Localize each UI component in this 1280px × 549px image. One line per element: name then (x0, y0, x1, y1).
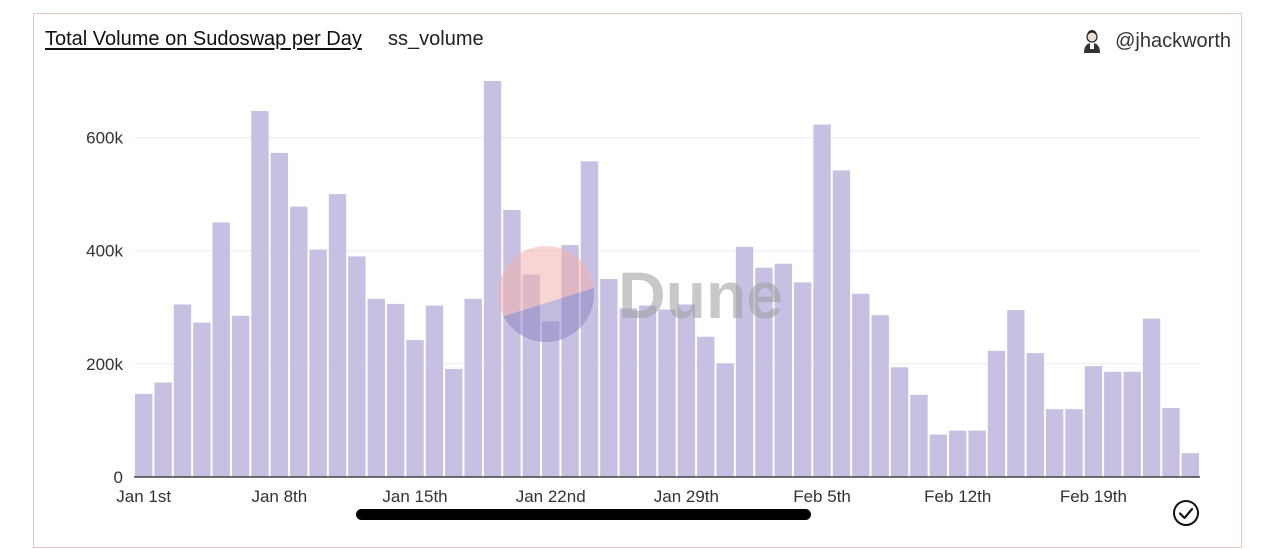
bar[interactable] (173, 304, 192, 477)
chart-title-link[interactable]: Total Volume on Sudoswap per Day (45, 28, 362, 50)
watermark-logo-shade (498, 288, 594, 342)
check-circle-icon[interactable] (1172, 499, 1200, 527)
bar[interactable] (735, 246, 754, 477)
bar[interactable] (270, 152, 289, 477)
bar[interactable] (386, 303, 405, 477)
bar[interactable] (328, 194, 347, 477)
bar[interactable] (1084, 366, 1103, 477)
y-axis-labels: 0 200k 400k 600k (86, 129, 123, 487)
avatar-icon (1084, 30, 1101, 53)
bar[interactable] (1142, 318, 1161, 477)
bar[interactable] (987, 350, 1006, 477)
bar[interactable] (638, 305, 657, 477)
x-tick-label: Jan 1st (116, 487, 171, 506)
x-tick-label: Jan 29th (654, 487, 719, 506)
bar[interactable] (193, 322, 211, 477)
bar[interactable] (1162, 407, 1180, 477)
x-tick-label: Feb 5th (793, 487, 851, 506)
bar[interactable] (1123, 371, 1141, 477)
bar[interactable] (1026, 353, 1044, 477)
bar[interactable] (542, 321, 560, 477)
bar[interactable] (968, 430, 986, 477)
bar[interactable] (580, 161, 599, 477)
x-tick-label: Feb 12th (924, 487, 991, 506)
author-link[interactable]: @jhackworth (1079, 28, 1231, 54)
bar[interactable] (425, 305, 444, 477)
y-tick-label: 600k (86, 129, 123, 148)
y-tick-label: 200k (86, 355, 123, 374)
bar[interactable] (367, 298, 385, 477)
bar[interactable] (677, 304, 696, 477)
bar[interactable] (697, 336, 715, 477)
x-axis-labels: Jan 1st Jan 8th Jan 15th Jan 22nd Jan 29th Fe… (116, 487, 1127, 506)
bar[interactable] (212, 222, 230, 477)
bar[interactable] (503, 209, 521, 478)
bar[interactable] (445, 368, 463, 477)
bar[interactable] (619, 308, 637, 477)
horizontal-scrollbar[interactable] (356, 509, 811, 520)
bar[interactable] (464, 298, 482, 477)
x-tick-label: Jan 8th (251, 487, 307, 506)
bar[interactable] (813, 124, 831, 477)
author-name: @jhackworth (1115, 29, 1231, 52)
bar[interactable] (348, 256, 366, 477)
bar[interactable] (1181, 453, 1199, 477)
bar[interactable] (716, 363, 734, 477)
bar[interactable] (929, 434, 948, 477)
chart-header: Total Volume on Sudoswap per Day ss_volu… (45, 28, 1231, 56)
bar[interactable] (600, 279, 618, 477)
bar[interactable] (251, 110, 269, 477)
bar[interactable] (949, 430, 967, 477)
watermark-text: Dune (618, 258, 783, 332)
x-tick-label: Feb 19th (1060, 487, 1127, 506)
bar[interactable] (1045, 409, 1064, 477)
bar[interactable] (290, 206, 308, 477)
bar[interactable] (406, 340, 424, 477)
bar[interactable] (658, 309, 676, 477)
bar[interactable] (1104, 371, 1122, 477)
bar[interactable] (774, 263, 792, 477)
bar[interactable] (910, 394, 928, 477)
y-tick-label: 400k (86, 242, 123, 261)
bar[interactable] (1007, 310, 1025, 477)
y-tick-label: 0 (114, 468, 123, 487)
bar[interactable] (755, 267, 773, 477)
bar[interactable] (890, 367, 909, 477)
bar[interactable] (135, 393, 153, 477)
bar[interactable] (231, 315, 250, 477)
x-tick-label: Jan 22nd (516, 487, 586, 506)
bar[interactable] (832, 170, 851, 477)
bar[interactable] (483, 81, 502, 477)
dune-watermark: Dune (498, 246, 783, 342)
bar[interactable] (871, 315, 889, 477)
bar[interactable] (154, 382, 172, 477)
bar[interactable] (309, 249, 327, 477)
query-name: ss_volume (388, 28, 484, 50)
x-tick-label: Jan 15th (382, 487, 447, 506)
bar[interactable] (852, 293, 870, 477)
bar[interactable] (793, 282, 812, 477)
bar[interactable] (1065, 409, 1083, 477)
